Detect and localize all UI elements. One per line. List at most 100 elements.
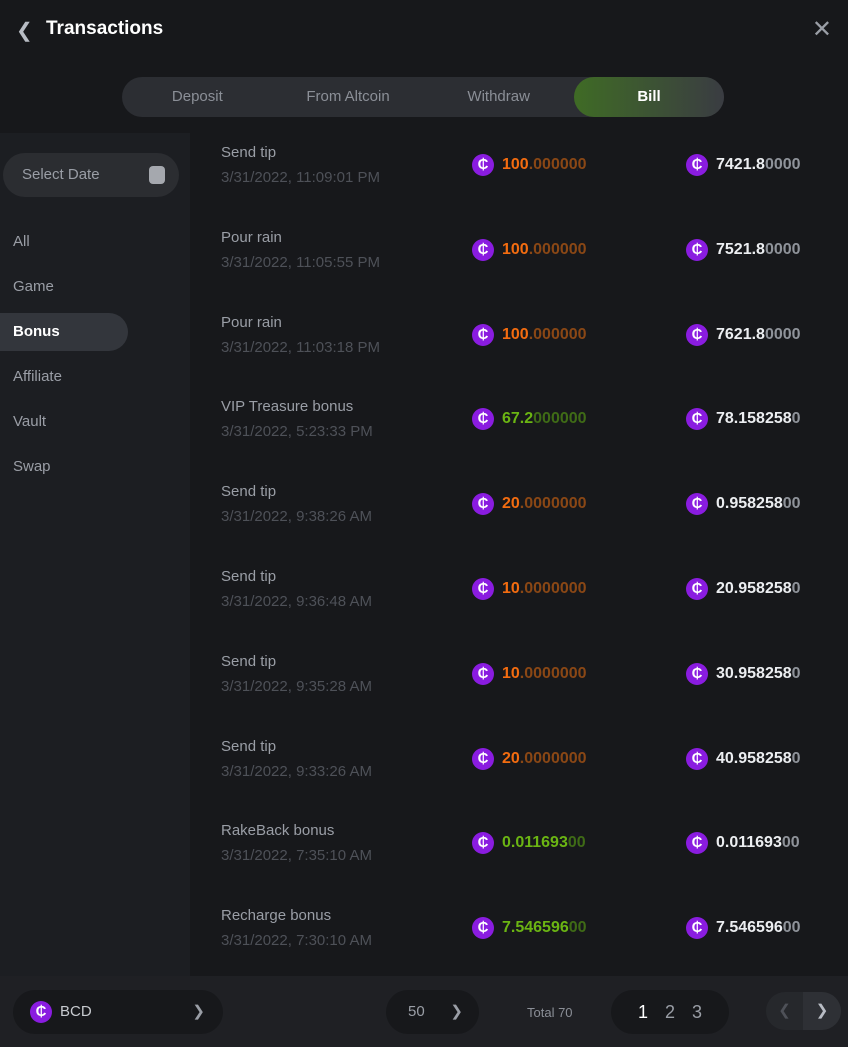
amount-main: 0.011693 xyxy=(502,834,568,852)
page-3[interactable]: 3 xyxy=(692,1002,703,1022)
transaction-amount: ₵ 20.0000000 xyxy=(472,747,587,770)
balance-main: 20.958258 xyxy=(716,580,792,598)
transaction-name: Send tip xyxy=(221,737,277,755)
amount-main: 20 xyxy=(502,749,520,767)
transaction-name: Recharge bonus xyxy=(221,907,332,925)
balance-dim: 0000 xyxy=(764,241,801,259)
sidebar-item-affiliate[interactable]: Affiliate xyxy=(13,368,62,385)
transaction-amount: ₵ 0.01169300 xyxy=(472,832,586,855)
transaction-row: Send tip 3/31/2022, 9:33:26 AM ₵ 20.00000… xyxy=(190,727,848,812)
bcd-coin-icon: ₵ xyxy=(472,154,494,176)
sidebar-item-game[interactable]: Game xyxy=(13,278,54,295)
balance-main: 7621.8 xyxy=(716,325,765,343)
next-page-button[interactable]: ❯ xyxy=(803,992,841,1030)
bcd-coin-icon: ₵ xyxy=(686,832,708,855)
sidebar-item-bonus[interactable]: Bonus xyxy=(0,313,128,351)
bcd-coin-icon: ₵ xyxy=(30,1001,52,1024)
bcd-coin-icon: ₵ xyxy=(686,154,708,176)
transaction-balance: ₵ 7621.80000 xyxy=(686,323,801,346)
transaction-name: Pour rain xyxy=(221,313,282,331)
transaction-row: RakeBack bonus 3/31/2022, 7:35:10 AM ₵ 0.… xyxy=(190,811,848,896)
sidebar-item-all[interactable]: All xyxy=(13,233,30,250)
transaction-balance: ₵ 7.54659600 xyxy=(686,917,801,940)
transaction-time: 3/31/2022, 11:03:18 PM xyxy=(221,338,381,356)
bcd-coin-icon: ₵ xyxy=(472,323,494,346)
transaction-time: 3/31/2022, 7:30:10 AM xyxy=(221,932,372,950)
transaction-amount: ₵ 10.0000000 xyxy=(472,578,587,600)
transaction-row: Send tip 3/31/2022, 11:09:01 PM ₵ 100.000… xyxy=(190,133,848,218)
transaction-name: Send tip xyxy=(221,483,277,501)
tab-withdraw[interactable]: Withdraw xyxy=(467,88,530,105)
chevron-right-icon: ❯ xyxy=(450,1003,463,1020)
transaction-time: 3/31/2022, 9:35:28 AM xyxy=(221,677,372,695)
transaction-balance: ₵ 20.9582580 xyxy=(686,578,801,600)
balance-main: 30.958258 xyxy=(716,665,792,683)
page-size-select[interactable]: 50 ❯ xyxy=(386,990,479,1034)
amount-dim: .000000 xyxy=(528,241,587,259)
transaction-row: Send tip 3/31/2022, 9:35:28 AM ₵ 10.00000… xyxy=(190,642,848,727)
amount-main: 20 xyxy=(502,495,520,513)
currency-select[interactable]: ₵ BCD ❯ xyxy=(13,990,223,1034)
amount-main: 10 xyxy=(502,580,520,598)
amount-dim: .000000 xyxy=(528,325,587,343)
transaction-amount: ₵ 100.000000 xyxy=(472,238,587,261)
tab-from-altcoin[interactable]: From Altcoin xyxy=(306,88,390,105)
amount-main: 7.546596 xyxy=(502,919,569,937)
currency-label: BCD xyxy=(60,1003,92,1020)
balance-dim: 00 xyxy=(781,834,800,852)
bcd-coin-icon: ₵ xyxy=(472,747,494,770)
bcd-coin-icon: ₵ xyxy=(472,662,494,685)
tab-bar: Deposit From Altcoin Withdraw Bill xyxy=(122,77,725,117)
sidebar-item-vault[interactable]: Vault xyxy=(13,413,47,430)
transaction-name: Send tip xyxy=(221,652,277,670)
bcd-coin-icon: ₵ xyxy=(472,578,494,600)
amount-dim: .0000000 xyxy=(519,495,587,513)
calendar-icon xyxy=(149,166,165,184)
amount-dim: 00 xyxy=(567,834,586,852)
amount-main: 10 xyxy=(502,665,520,683)
transaction-name: VIP Treasure bonus xyxy=(221,398,354,416)
transaction-amount: ₵ 100.000000 xyxy=(472,154,587,176)
sidebar xyxy=(0,133,190,976)
bcd-coin-icon: ₵ xyxy=(686,917,708,940)
transaction-amount: ₵ 7.54659600 xyxy=(472,917,587,940)
amount-dim: .0000000 xyxy=(519,665,587,683)
bcd-coin-icon: ₵ xyxy=(686,238,708,261)
bcd-coin-icon: ₵ xyxy=(686,747,708,770)
transaction-amount: ₵ 10.0000000 xyxy=(472,662,587,685)
bcd-coin-icon: ₵ xyxy=(472,832,494,855)
bcd-coin-icon: ₵ xyxy=(472,238,494,261)
transaction-name: Send tip xyxy=(221,144,277,161)
transaction-balance: ₵ 0.95825800 xyxy=(686,493,801,516)
balance-main: 40.958258 xyxy=(716,749,792,767)
bcd-coin-icon: ₵ xyxy=(472,917,494,940)
sidebar-item-swap[interactable]: Swap xyxy=(13,458,51,475)
transaction-amount: ₵ 100.000000 xyxy=(472,323,587,346)
page-title: Transactions xyxy=(46,18,164,39)
balance-dim: 00 xyxy=(782,919,801,937)
transaction-time: 3/31/2022, 11:05:55 PM xyxy=(221,253,381,271)
transaction-time: 3/31/2022, 9:38:26 AM xyxy=(221,508,372,526)
amount-dim: .0000000 xyxy=(519,749,587,767)
close-icon[interactable]: ✕ xyxy=(811,16,832,43)
tab-deposit[interactable]: Deposit xyxy=(171,88,223,105)
select-date-input[interactable]: Select Date xyxy=(3,153,179,197)
balance-dim: 0000 xyxy=(764,156,801,174)
page-2[interactable]: 2 xyxy=(664,1002,675,1022)
bcd-coin-icon: ₵ xyxy=(472,408,494,431)
tab-bill[interactable]: Bill xyxy=(574,77,725,117)
chevron-right-icon: ❯ xyxy=(192,1003,205,1020)
amount-dim: .0000000 xyxy=(519,580,587,598)
transaction-row: Send tip 3/31/2022, 9:38:26 AM ₵ 20.00000… xyxy=(190,472,848,557)
page-1[interactable]: 1 xyxy=(637,1002,648,1022)
amount-main: 100 xyxy=(502,241,529,259)
balance-dim: 00 xyxy=(782,495,801,513)
amount-dim: .000000 xyxy=(528,156,587,174)
bcd-coin-icon: ₵ xyxy=(686,408,708,431)
bcd-coin-icon: ₵ xyxy=(686,578,708,600)
transaction-time: 3/31/2022, 5:23:33 PM xyxy=(221,423,373,441)
footer: ₵ BCD ❯ 50 ❯ Total 70 1 2 3 ❮ ❯ xyxy=(0,976,848,1047)
chevron-left-icon[interactable]: ❮ xyxy=(16,20,33,42)
transaction-time: 3/31/2022, 9:36:48 AM xyxy=(221,593,372,610)
prev-page-button[interactable]: ❮ xyxy=(766,992,803,1030)
